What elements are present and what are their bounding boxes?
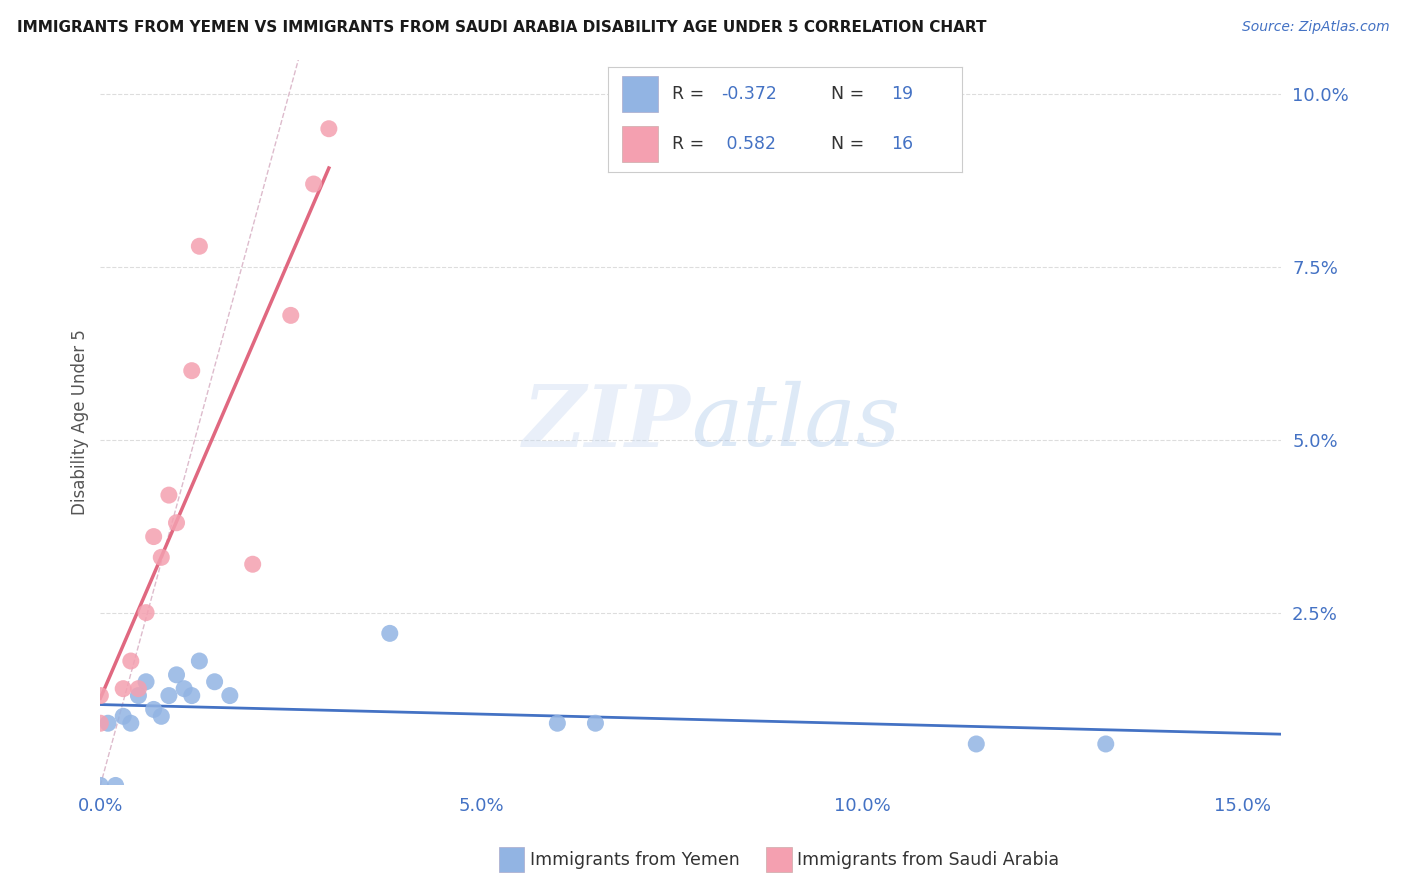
- Text: Source: ZipAtlas.com: Source: ZipAtlas.com: [1241, 20, 1389, 34]
- Point: [180, 689, 202, 703]
- Point: [112, 681, 135, 696]
- Point: [89, 716, 111, 731]
- Point: [242, 558, 264, 572]
- Point: [188, 239, 211, 253]
- Point: [585, 716, 607, 731]
- Point: [204, 674, 226, 689]
- Point: [150, 550, 173, 565]
- Point: [89, 689, 111, 703]
- Text: atlas: atlas: [690, 381, 900, 464]
- Text: Immigrants from Yemen: Immigrants from Yemen: [530, 851, 740, 869]
- Text: IMMIGRANTS FROM YEMEN VS IMMIGRANTS FROM SAUDI ARABIA DISABILITY AGE UNDER 5 COR: IMMIGRANTS FROM YEMEN VS IMMIGRANTS FROM…: [17, 20, 987, 35]
- Point: [104, 779, 127, 793]
- Point: [173, 681, 195, 696]
- Point: [142, 530, 165, 544]
- Point: [97, 716, 120, 731]
- Point: [135, 606, 157, 620]
- Point: [180, 364, 202, 378]
- Point: [188, 654, 211, 668]
- Point: [546, 716, 568, 731]
- Point: [142, 702, 165, 716]
- Point: [1094, 737, 1116, 751]
- Point: [127, 681, 149, 696]
- Point: [965, 737, 987, 751]
- Point: [302, 177, 325, 191]
- Point: [378, 626, 401, 640]
- Point: [280, 309, 302, 323]
- Point: [157, 488, 180, 502]
- Point: [218, 689, 240, 703]
- Point: [135, 674, 157, 689]
- Point: [150, 709, 173, 723]
- Point: [157, 689, 180, 703]
- Y-axis label: Disability Age Under 5: Disability Age Under 5: [72, 329, 89, 516]
- Text: Immigrants from Saudi Arabia: Immigrants from Saudi Arabia: [797, 851, 1059, 869]
- Text: ZIP: ZIP: [523, 381, 690, 464]
- Point: [166, 516, 188, 530]
- Point: [120, 716, 142, 731]
- Point: [166, 668, 188, 682]
- Point: [112, 709, 135, 723]
- Point: [318, 121, 340, 136]
- Point: [120, 654, 142, 668]
- Point: [127, 689, 149, 703]
- Point: [89, 779, 111, 793]
